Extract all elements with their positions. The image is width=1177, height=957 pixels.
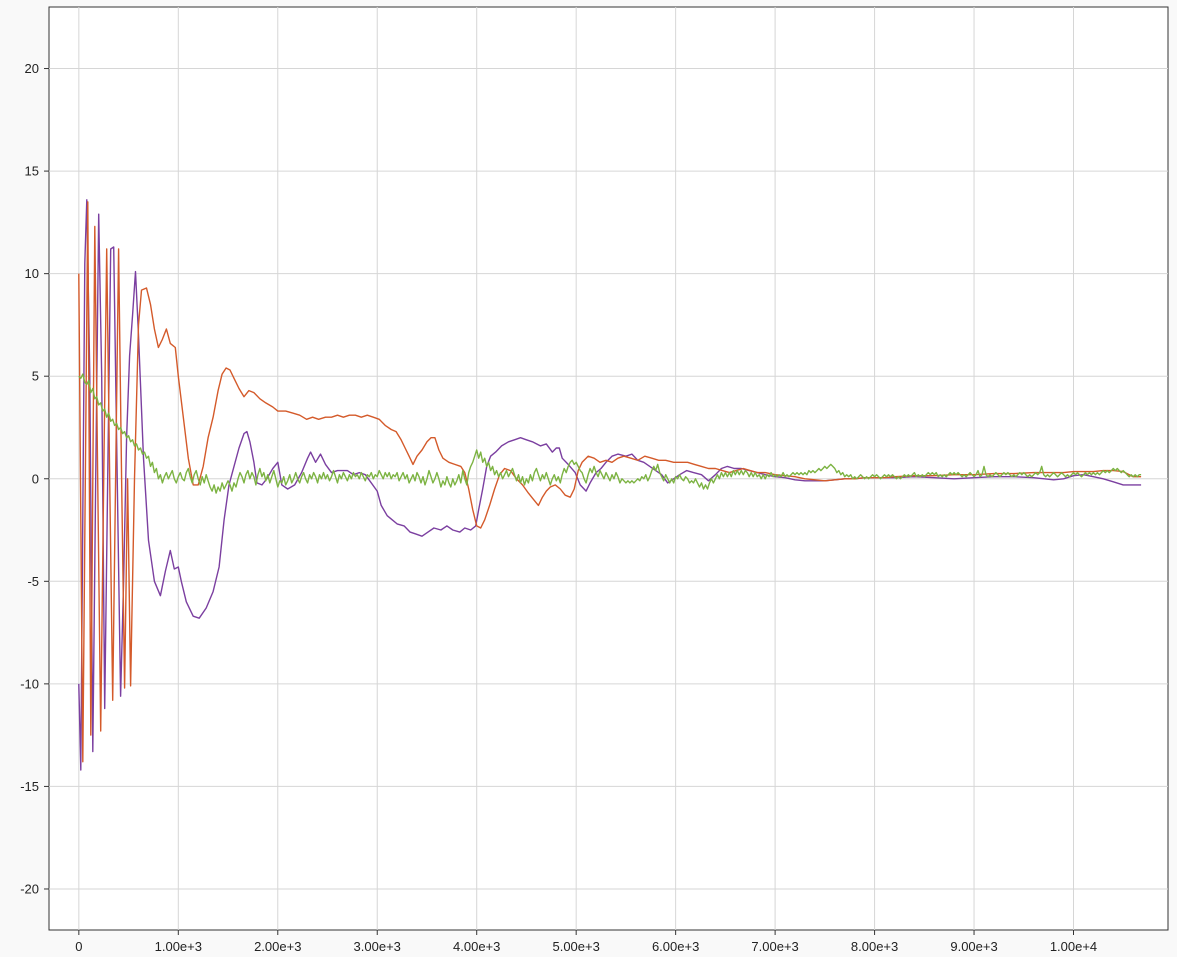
- x-tick-label: 1.00e+3: [155, 939, 202, 954]
- x-tick-label: 4.00e+3: [453, 939, 500, 954]
- y-tick-label: -5: [27, 574, 39, 589]
- x-tick-label: 1.00e+4: [1050, 939, 1097, 954]
- y-tick-label: -10: [20, 676, 39, 691]
- x-tick-label: 2.00e+3: [254, 939, 301, 954]
- y-tick-label: -20: [20, 881, 39, 896]
- y-tick-label: 10: [25, 266, 39, 281]
- y-tick-label: -15: [20, 779, 39, 794]
- series-layer: [78, 199, 1142, 771]
- grid-lines: [49, 7, 1168, 930]
- x-tick-label: 3.00e+3: [354, 939, 401, 954]
- series-line-2: [78, 201, 1142, 763]
- y-tick-label: 0: [32, 471, 39, 486]
- y-tick-label: 5: [32, 369, 39, 384]
- plot-area: [48, 6, 1169, 931]
- x-tick-label: 8.00e+3: [851, 939, 898, 954]
- x-tick-label: 7.00e+3: [751, 939, 798, 954]
- x-tick-label: 9.00e+3: [950, 939, 997, 954]
- y-tick-label: 20: [25, 61, 39, 76]
- x-axis: 0 1.00e+3 2.00e+3 3.00e+3 4.00e+3 5.00e+3 6.00…: [75, 930, 1097, 954]
- series-line-3: [78, 373, 1142, 494]
- x-tick-label: 0: [75, 939, 82, 954]
- series-line-1: [78, 199, 1142, 771]
- x-tick-label: 5.00e+3: [552, 939, 599, 954]
- y-axis: 20 15 10 5 0 -5 -10 -15 -20: [20, 61, 49, 896]
- x-tick-label: 6.00e+3: [652, 939, 699, 954]
- y-tick-label: 15: [25, 164, 39, 179]
